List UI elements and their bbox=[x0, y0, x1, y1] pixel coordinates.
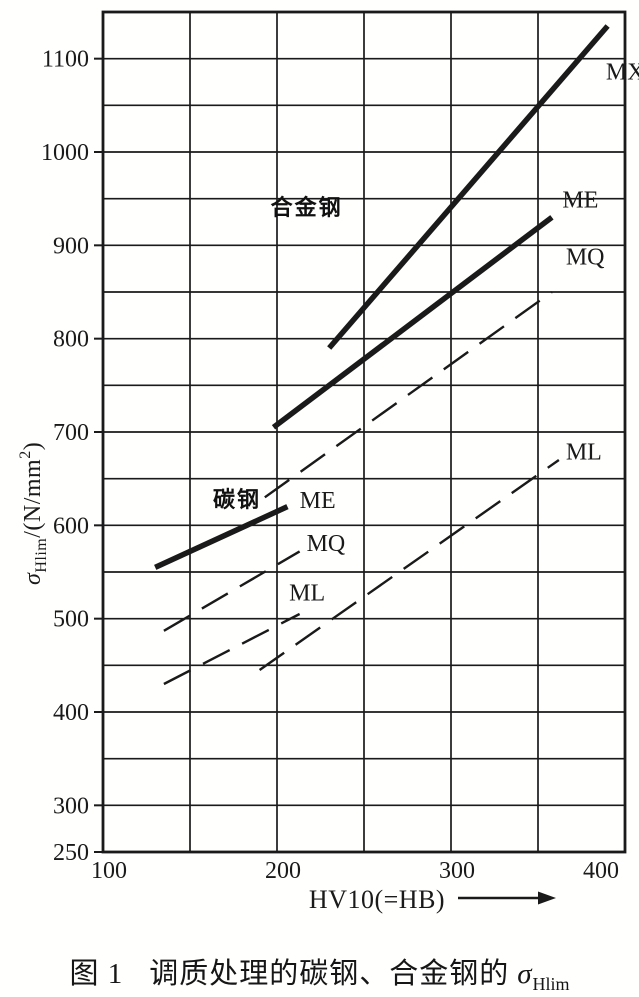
y-tick-label-250: 250 bbox=[53, 840, 89, 866]
x-tick-label-200: 200 bbox=[265, 858, 301, 884]
x-tick-label-300: 300 bbox=[439, 858, 475, 884]
y-tick-label-700: 700 bbox=[53, 420, 89, 446]
y-tick-label-1000: 1000 bbox=[41, 140, 89, 166]
y-tick-label-600: 600 bbox=[53, 513, 89, 539]
annotation-alloy-mq-label: MQ bbox=[566, 245, 605, 271]
annotation-carbon-mq-label: MQ bbox=[307, 531, 346, 557]
annotation-alloy-ml-label: ML bbox=[566, 440, 602, 466]
series-alloy-mq bbox=[264, 291, 553, 499]
y-tick-label-400: 400 bbox=[53, 700, 89, 726]
sigma-subscript: Hlim bbox=[532, 973, 570, 994]
x-tick-label-400: 400 bbox=[583, 858, 619, 884]
figure-caption-text: 调质处理的碳钢、合金钢的 bbox=[149, 958, 510, 990]
figure-number: 图 1 bbox=[69, 958, 124, 990]
x-axis-title: HV10(=HB) bbox=[309, 885, 445, 914]
x-axis-arrow-head bbox=[538, 891, 556, 905]
series-carbon-ml bbox=[163, 612, 301, 686]
x-tick-label-100: 100 bbox=[91, 858, 127, 884]
y-axis-title: σHlim/(N/mm2) bbox=[17, 442, 50, 585]
annotation-alloy-me-label: ME bbox=[562, 188, 598, 214]
annotation-carbon-group-label: 碳钢 bbox=[213, 487, 261, 512]
series-alloy-ml bbox=[258, 459, 560, 671]
y-tick-label-1100: 1100 bbox=[42, 47, 89, 73]
figure-caption: 图 1 调质处理的碳钢、合金钢的 σHlim bbox=[0, 950, 639, 995]
annotation-carbon-ml-label: ML bbox=[289, 581, 325, 607]
y-tick-label-500: 500 bbox=[53, 607, 89, 633]
annotation-alloy-mx-label: MX bbox=[606, 60, 639, 86]
y-tick-label-300: 300 bbox=[53, 793, 89, 819]
y-tick-label-800: 800 bbox=[53, 327, 89, 353]
series-alloy-mx bbox=[327, 24, 610, 350]
annotation-carbon-me-label: ME bbox=[300, 488, 336, 514]
sigma-symbol: σ bbox=[517, 958, 533, 990]
y-tick-label-900: 900 bbox=[53, 233, 89, 259]
series-alloy-me bbox=[271, 215, 554, 430]
annotation-alloy-group-label: 合金钢 bbox=[271, 195, 343, 220]
series-carbon-mq bbox=[163, 550, 301, 632]
series-carbon-me bbox=[154, 504, 289, 570]
